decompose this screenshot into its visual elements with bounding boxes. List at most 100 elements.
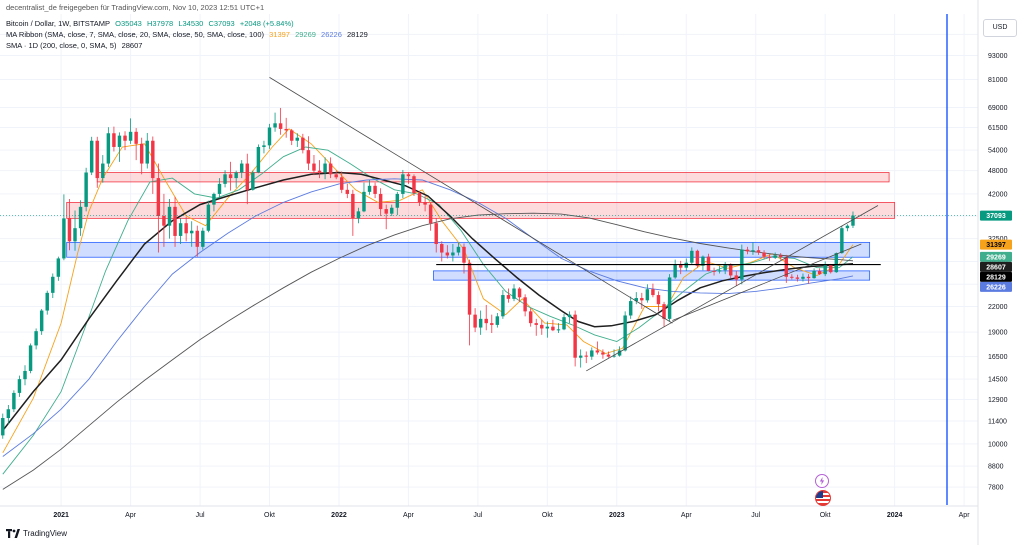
candle-body [28,345,33,371]
price-tags: 37093 31397 29269 28607 28129 26226 [980,210,1012,292]
candle-body [606,354,611,357]
candle-body [267,127,272,146]
candle-body [534,323,538,325]
lightning-icon[interactable] [815,474,829,488]
candle-body [595,350,600,353]
candle-body [217,183,222,194]
x-tick-label: Apr [403,512,415,519]
x-tick-label: Okt [542,512,553,519]
x-tick-label: Apr [959,512,971,519]
brand-name: TradingView [23,529,68,538]
ma100-value: 26226 [321,30,342,39]
candle-body [851,215,855,226]
candle-body [795,277,800,279]
candle-body [34,331,38,346]
candle-body [12,392,16,410]
candle-body [234,172,238,179]
candle-body [301,137,305,151]
candle-body [417,193,422,203]
y-tick-label: 19000 [988,330,1008,337]
candle-body [340,177,344,190]
candle-body [112,133,116,147]
candle-body [178,223,183,236]
candle-body [423,202,427,205]
candle-body [584,355,588,357]
currency-button[interactable]: USD [983,19,1017,37]
candle-body [412,176,416,194]
candle-body [201,230,205,247]
price-tag-label: 28129 [986,274,1006,281]
candle-body [790,276,794,278]
resistance-zone [96,172,890,183]
candle-body [517,288,522,298]
candle-body [95,140,99,179]
candle-body [717,270,722,272]
candle-body [362,191,366,212]
price-tag [980,281,1012,292]
candle-body [612,355,616,357]
candle-body [540,324,544,329]
y-tick-label: 42000 [988,191,1008,198]
candle-body [467,262,472,315]
candle-body [495,316,500,325]
candle-body [845,225,850,229]
x-tick-label: 2021 [53,512,69,519]
candle-body [662,304,666,319]
price-tag [980,261,1012,272]
x-tick-label: 2022 [331,512,347,519]
candle-body [312,163,316,171]
candle-body [779,255,783,258]
candle-body [184,223,188,234]
candle-body [434,223,438,245]
symbol-legend[interactable]: Bitcoin / Dollar, 1W, BITSTAMP O35043 H3… [6,19,297,29]
time-axis[interactable]: 2021 Apr Jul Okt 2022 Apr Jul Okt 2023 Apr Jul Okt 2… [53,512,970,519]
y-tick-label: 61500 [988,125,1008,132]
candle-body [601,352,605,355]
candle-body [273,123,277,128]
candle-body [473,314,477,328]
candle-body [773,255,777,258]
candle-body [445,252,450,256]
y-tick-label: 16500 [988,354,1008,361]
ma20-value: 29269 [295,30,316,39]
support-zone [66,241,871,258]
candle-body [695,250,700,266]
candle-body [501,295,505,317]
candle-body [278,123,283,129]
us-flag-icon[interactable] [815,490,831,506]
price-tag-label: 37093 [986,213,1006,220]
candle-body [139,143,144,164]
ma7-value: 31397 [269,30,290,39]
ma50-value: 28129 [346,30,368,39]
ohlc-high: H37978 [146,19,174,28]
candle-body [156,178,161,217]
candle-body [173,206,177,236]
candle-body [578,355,583,358]
ohlc-open: O35043 [115,19,142,28]
footer-brand[interactable]: TradingView [6,529,67,538]
candle-body [456,246,461,253]
candle-body [801,276,805,279]
candle-body [101,163,105,179]
candle-body [56,258,61,277]
candle-body [656,295,661,305]
ma-ribbon-legend[interactable]: MA Ribbon (SMA, close, 7, SMA, close, 20… [6,30,371,40]
candle-body [545,326,550,329]
candle-body [806,276,811,279]
ohlc-close: C37093 [208,19,235,28]
y-tick-label: 54000 [988,148,1008,155]
trend-line [586,205,879,372]
candle-body [373,185,377,194]
candle-body [162,216,166,226]
candle-body [673,264,677,278]
sma-legend[interactable]: SMA · 1D (200, close, 0, SMA, 5) 28607 [6,41,145,51]
trend-line [672,243,862,321]
candle-body [451,252,455,256]
candle-body [228,174,233,179]
y-tick-label: 12900 [988,397,1008,404]
y-tick-label: 10000 [988,441,1008,448]
resistance-zone [66,202,896,219]
candle-body [189,230,194,234]
candle-body [562,317,566,330]
